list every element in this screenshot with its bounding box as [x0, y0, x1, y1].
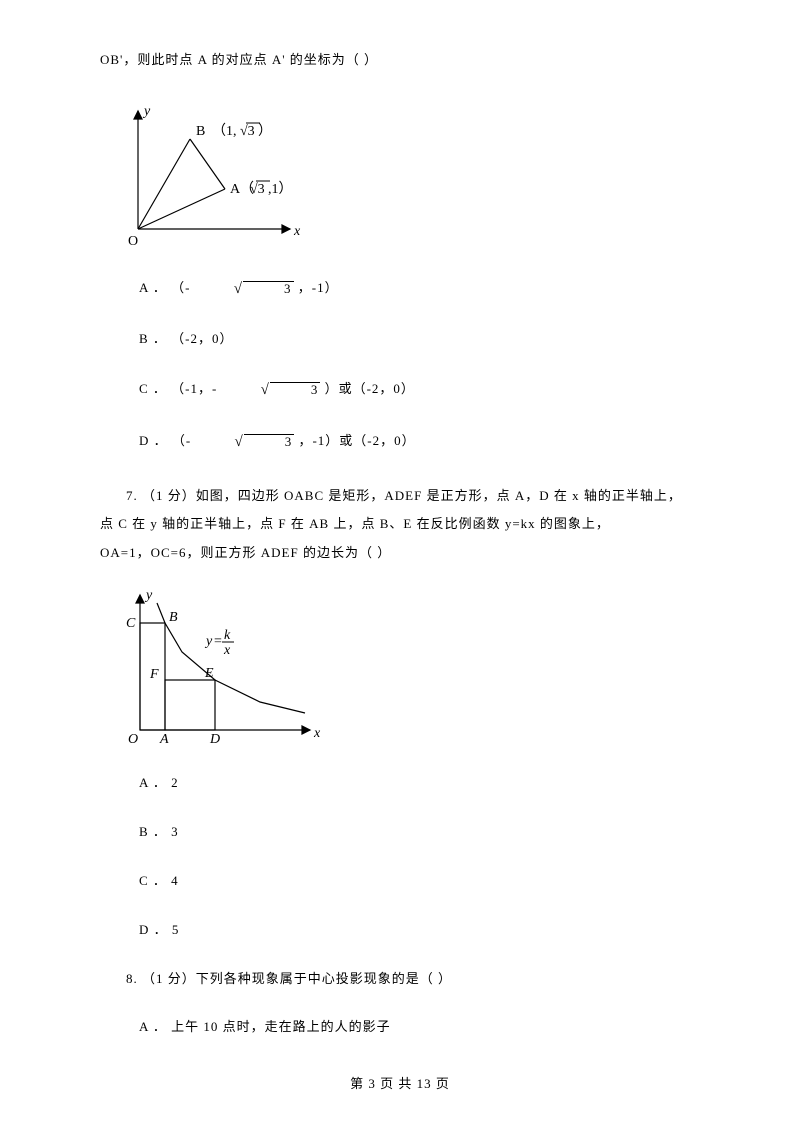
label-curve-eq: =: [214, 634, 222, 649]
q7-option-C-val: 4: [171, 873, 179, 888]
q6-intro: OB'，则此时点 A 的对应点 A' 的坐标为（ ）: [100, 50, 700, 71]
q7-option-D-val: 5: [172, 922, 180, 937]
label-O: O: [128, 234, 138, 249]
q6-option-C: C ． （-1，- √3 ）或（-2，0）: [100, 378, 700, 402]
q7-option-A: A ． 2: [100, 773, 700, 794]
label-curve-y: y: [204, 634, 213, 649]
q7-stem-1: 7. （1 分）如图，四边形 OABC 是矩形，ADEF 是正方形，点 A，D …: [100, 482, 700, 511]
label-x: x: [293, 224, 301, 239]
q6-option-B: B ． （-2，0）: [100, 329, 700, 350]
q7-option-B: B ． 3: [100, 822, 700, 843]
label-O2: O: [128, 732, 138, 747]
label-B-coord: （1,: [212, 123, 237, 139]
label-A-close: ,1）: [268, 181, 293, 197]
label-x2: x: [313, 726, 321, 741]
q7-figure: y x O A D C B F E y = k x: [110, 585, 330, 755]
label-B2: B: [169, 610, 178, 625]
label-B-sqrt: √3: [240, 124, 255, 139]
label-A-sqrt: √3: [250, 182, 265, 197]
q7-stem-3: OA=1，OC=6，则正方形 ADEF 的边长为（ ）: [100, 539, 700, 568]
page: OB'，则此时点 A 的对应点 A' 的坐标为（ ） y x O B （1, √…: [0, 0, 800, 1132]
q7-option-A-val: 2: [171, 775, 179, 790]
label-E2: E: [204, 666, 214, 681]
page-footer: 第 3 页 共 13 页: [0, 1073, 800, 1092]
label-y2: y: [144, 588, 153, 603]
q7-stem-2: 点 C 在 y 轴的正半轴上，点 F 在 AB 上，点 B、E 在反比例函数 y…: [100, 510, 700, 539]
label-F2: F: [149, 667, 159, 682]
q8-option-A: A ． 上午 10 点时，走在路上的人的影子: [100, 1017, 700, 1038]
q8-stem: 8. （1 分）下列各种现象属于中心投影现象的是（ ）: [100, 969, 700, 990]
label-y: y: [142, 104, 151, 119]
q7-option-D: D ． 5: [100, 920, 700, 941]
label-curve-k: k: [224, 628, 231, 643]
label-D2: D: [209, 732, 220, 747]
label-curve-x: x: [223, 643, 231, 658]
label-A2: A: [159, 732, 169, 747]
label-B: B: [196, 124, 205, 139]
label-C2: C: [126, 616, 136, 631]
label-B-close: ）: [258, 123, 272, 139]
q6-option-A: A ． （- √3 ，-1）: [100, 277, 700, 301]
q7-option-B-val: 3: [171, 824, 179, 839]
q6-option-D: D ． （- √3 ，-1）或（-2，0）: [100, 430, 700, 454]
q7-option-C: C ． 4: [100, 871, 700, 892]
q6-figure: y x O B （1, √3 ） A （ √3 ,1）: [110, 99, 310, 259]
